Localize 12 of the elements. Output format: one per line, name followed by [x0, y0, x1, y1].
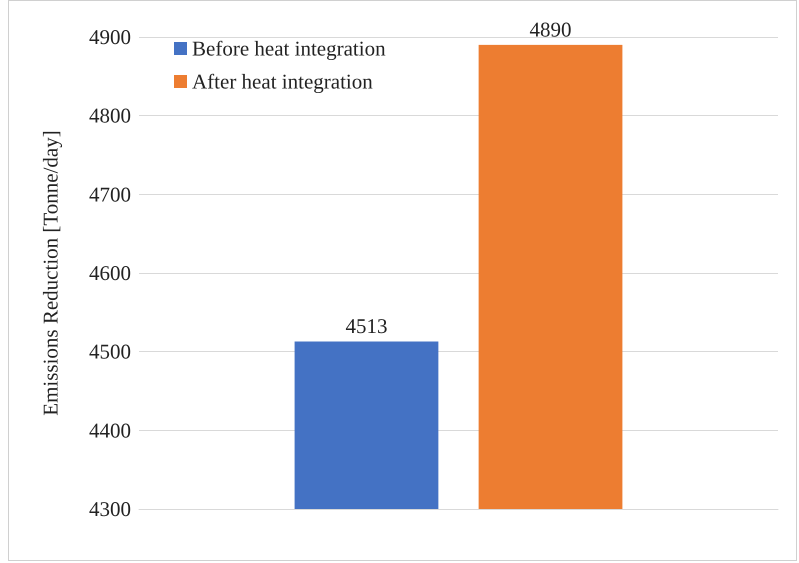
y-tick-label: 4400	[89, 418, 131, 442]
y-axis-title: Emissions Reduction [Tonne/day]	[38, 130, 62, 416]
y-tick-label: 4800	[89, 104, 131, 128]
y-tick-label: 4700	[89, 182, 131, 206]
legend-label: Before heat integration	[192, 36, 386, 60]
y-tick-label: 4600	[89, 261, 131, 285]
y-tick-label: 4900	[89, 25, 131, 49]
data-label: 4513	[345, 314, 388, 338]
legend-label: After heat integration	[192, 70, 374, 94]
y-tick-label: 4300	[89, 497, 131, 521]
data-label: 4890	[530, 17, 572, 42]
y-tick-label: 4500	[89, 340, 131, 364]
